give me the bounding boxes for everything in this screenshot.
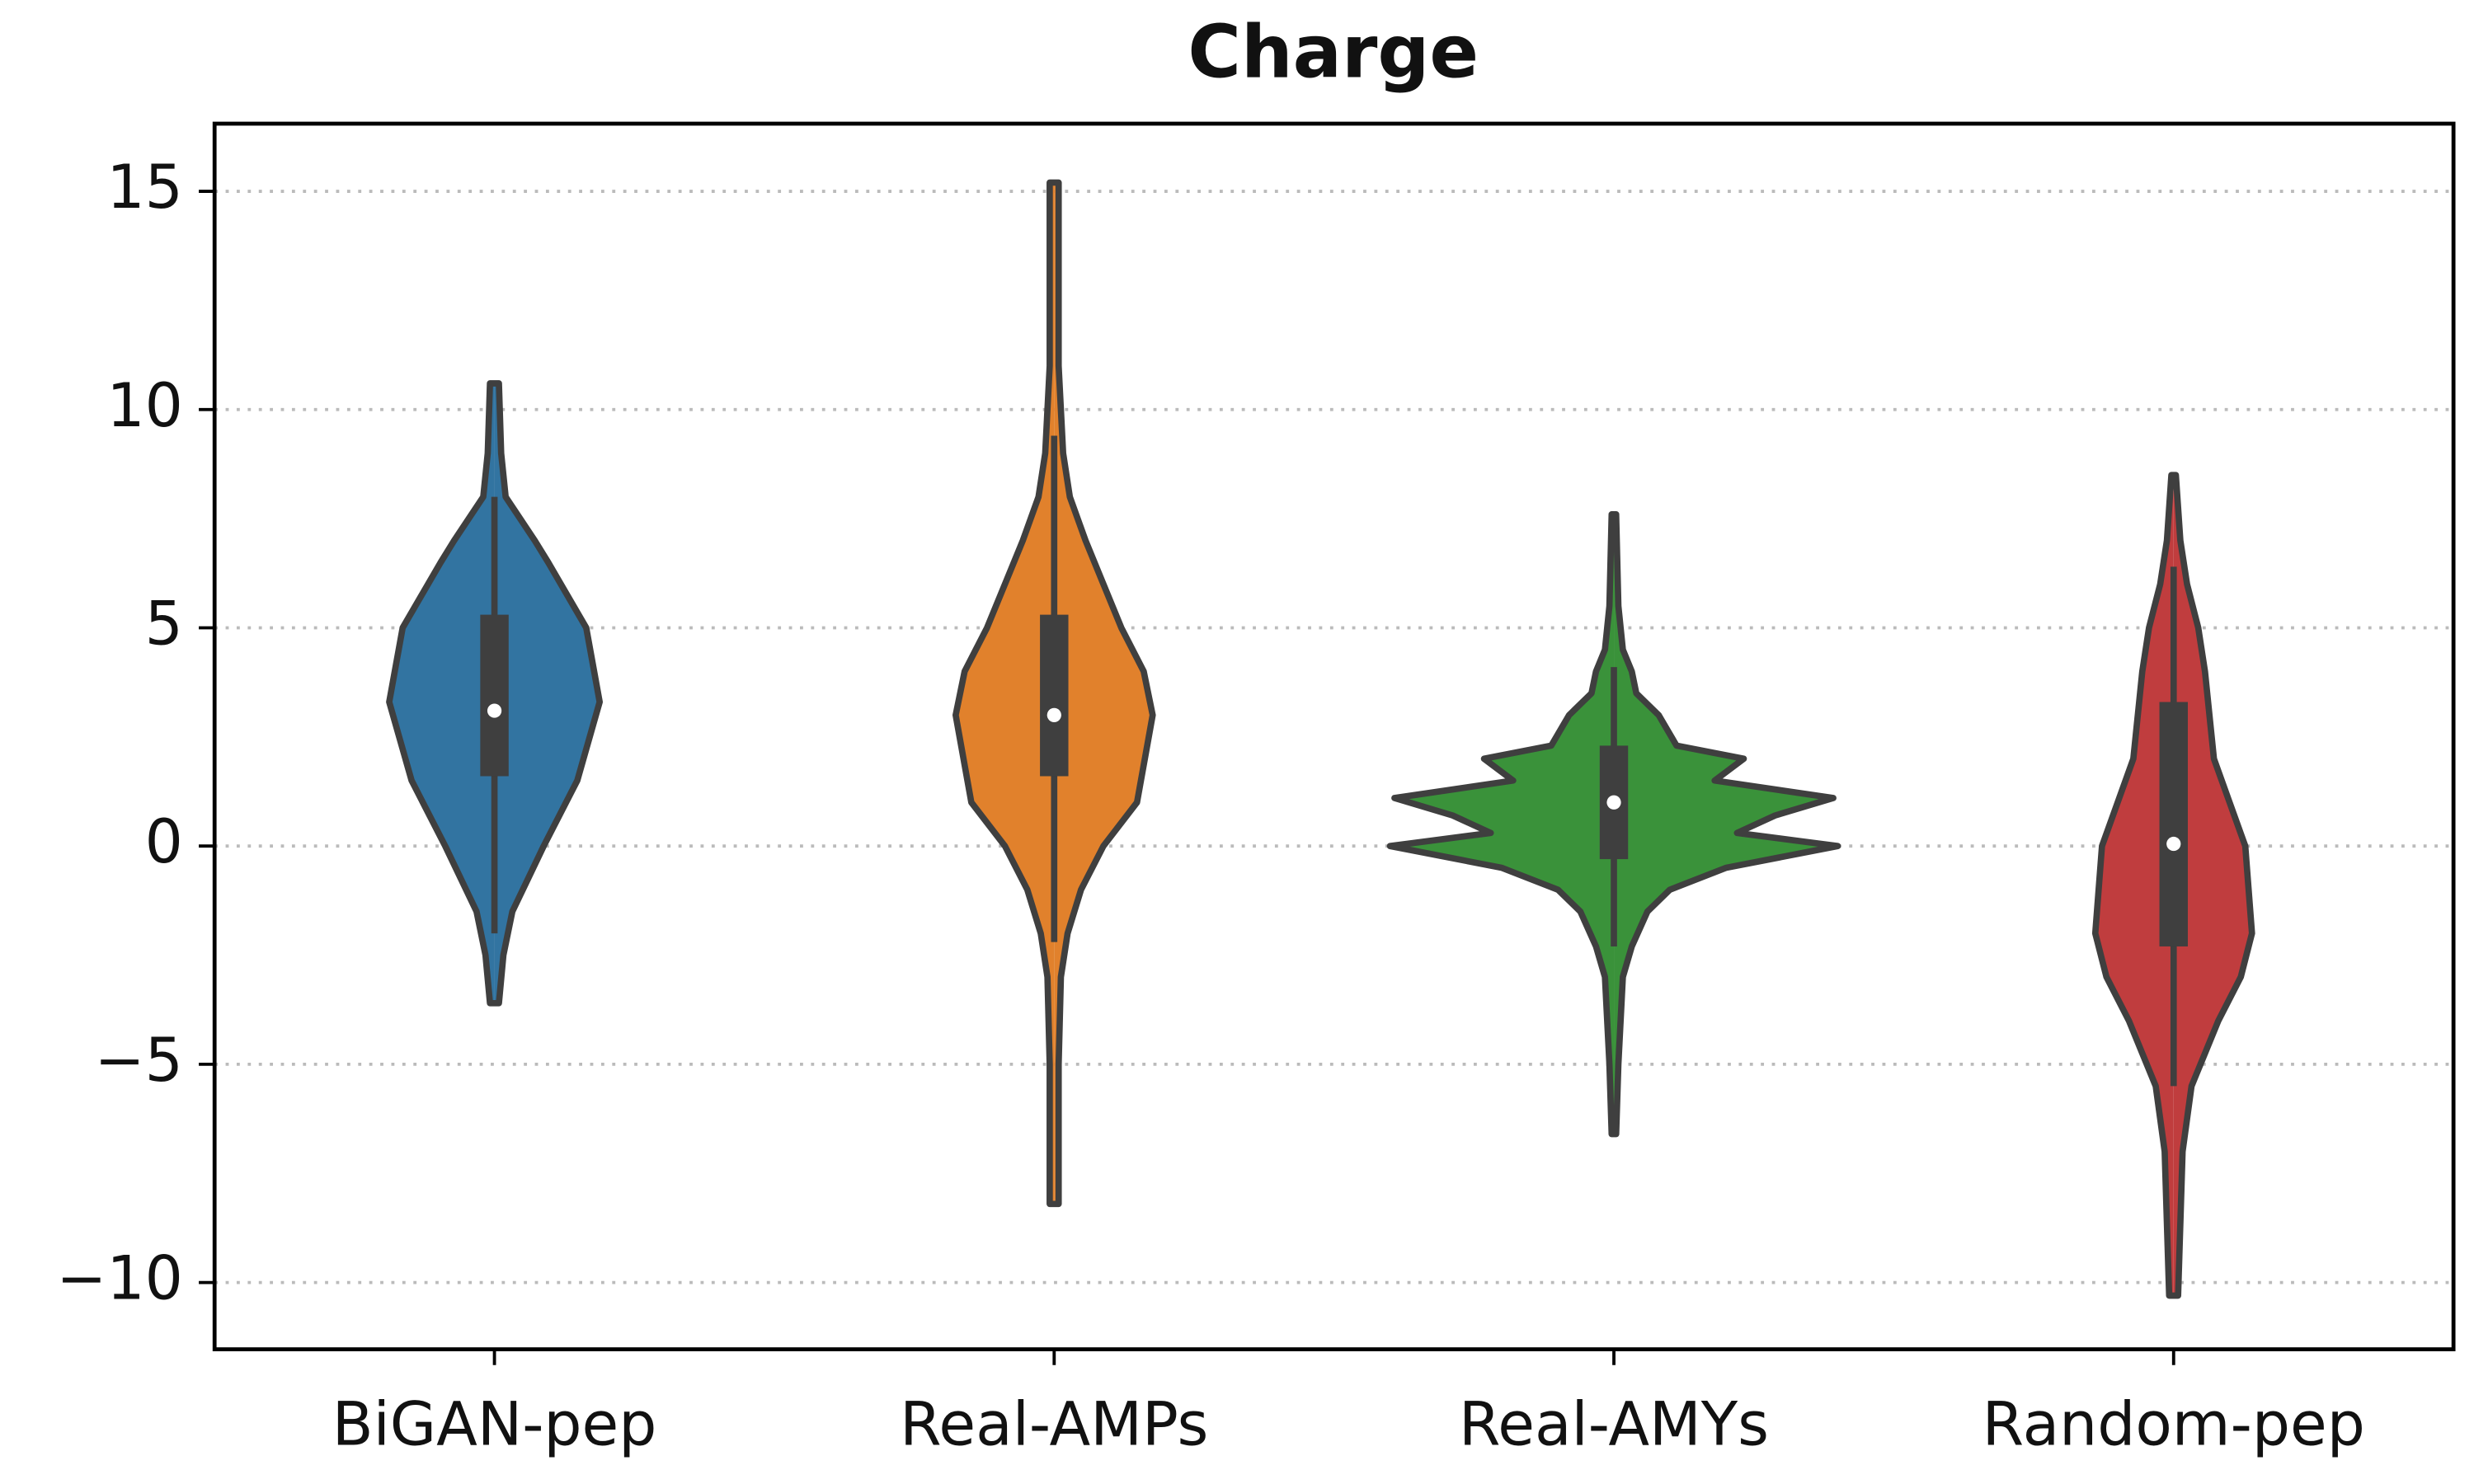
box	[480, 614, 509, 777]
violin-body	[494, 383, 600, 1003]
violin-body	[2095, 475, 2174, 1296]
median	[1606, 795, 1621, 810]
violin-body	[388, 383, 495, 1003]
box	[2159, 702, 2188, 946]
violin-body	[2173, 475, 2252, 1296]
y-tick-label: 15	[106, 153, 183, 223]
y-tick-label: 0	[145, 808, 183, 877]
violin-outline	[1386, 511, 1841, 1138]
violin-body	[955, 182, 1055, 1205]
violin-body	[1614, 514, 1838, 1134]
y-tick-label: 5	[145, 589, 183, 659]
x-tick-label: Random-pep	[1982, 1390, 2365, 1459]
y-tick-label: −10	[57, 1245, 183, 1314]
chart-title: Charge	[1188, 10, 1479, 95]
median	[487, 703, 502, 718]
plot	[386, 179, 2255, 1299]
violin-outline	[952, 179, 1156, 1208]
median	[2166, 836, 2181, 852]
y-tick-label: 10	[106, 372, 183, 441]
violin-body	[1054, 182, 1153, 1205]
y-tick-label: −5	[95, 1026, 183, 1096]
violin-outline	[386, 380, 603, 1007]
violin-outline	[2091, 472, 2255, 1299]
box	[1040, 614, 1069, 777]
plot-frame	[212, 121, 2456, 1351]
x-tick-label: Real-AMPs	[900, 1390, 1208, 1459]
median	[1047, 707, 1061, 722]
x-tick-label: BiGAN-pep	[332, 1390, 657, 1459]
x-tick-label: Real-AMYs	[1459, 1390, 1769, 1459]
violin-body	[1390, 514, 1615, 1134]
